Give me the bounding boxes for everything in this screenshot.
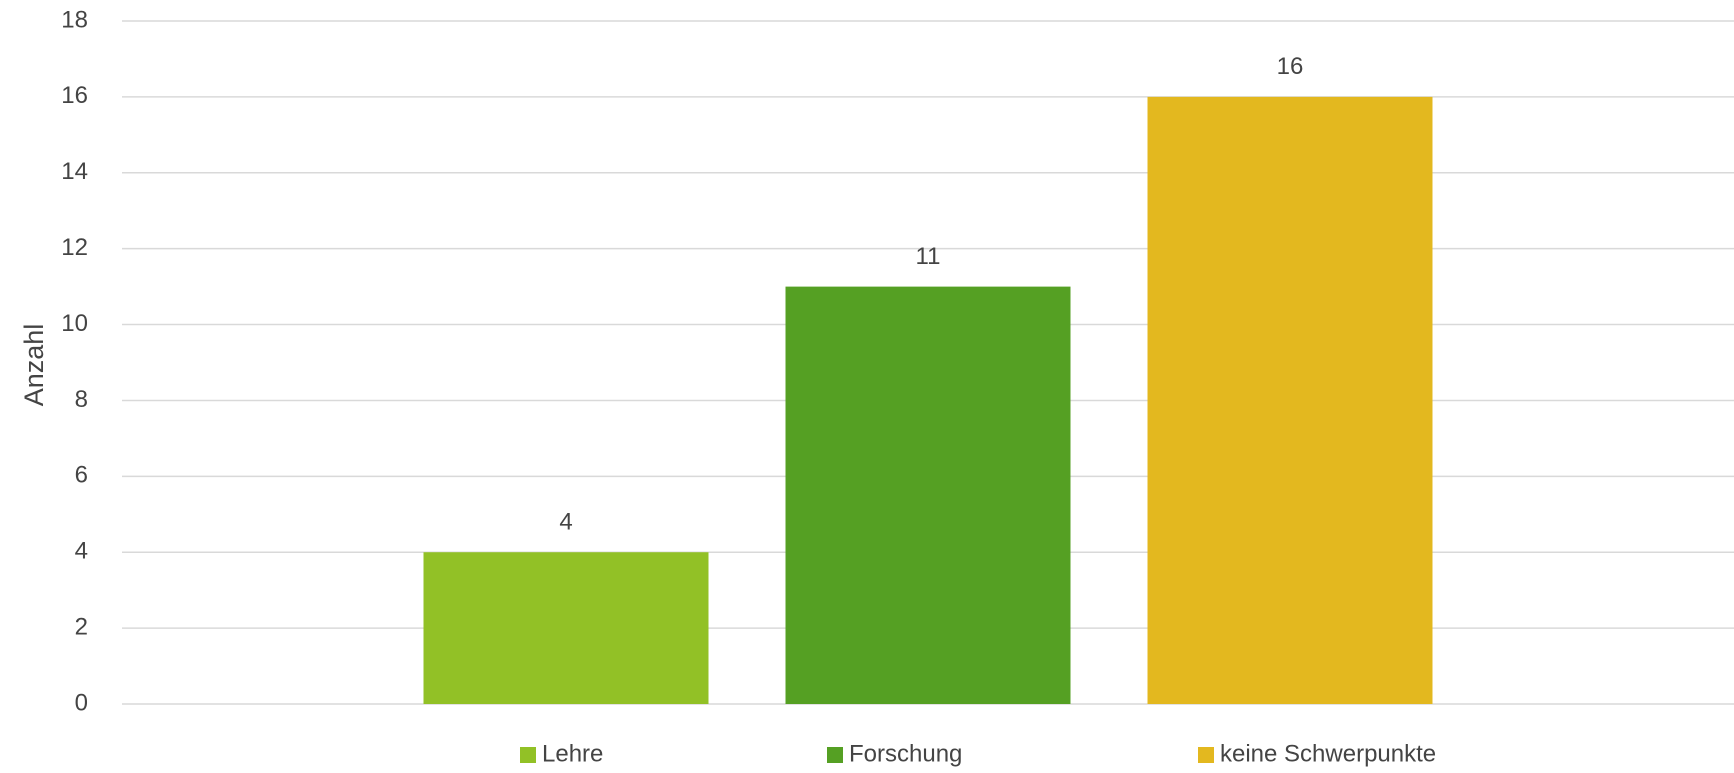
- y-tick-label: 16: [61, 82, 88, 109]
- y-axis-label: Anzahl: [19, 324, 49, 407]
- y-tick-label: 18: [61, 6, 88, 33]
- y-tick-label: 4: [75, 538, 88, 565]
- y-tick-label: 2: [75, 613, 88, 640]
- legend-swatch: [827, 747, 843, 763]
- data-label: 4: [559, 509, 572, 536]
- bar: [785, 286, 1071, 704]
- bar: [1147, 96, 1433, 704]
- data-label: 11: [916, 243, 941, 270]
- legend-label: keine Schwerpunkte: [1220, 740, 1436, 767]
- y-tick-label: 12: [61, 234, 88, 261]
- data-label: 16: [1277, 53, 1304, 80]
- legend-swatch: [520, 747, 536, 763]
- y-tick-label: 10: [61, 310, 88, 337]
- legend-label: Lehre: [542, 740, 603, 767]
- bar: [423, 552, 709, 704]
- y-tick-label: 14: [61, 158, 88, 185]
- y-tick-label: 8: [75, 386, 88, 413]
- legend-swatch: [1198, 747, 1214, 763]
- y-tick-label: 0: [75, 689, 88, 716]
- legend-label: Forschung: [849, 740, 962, 767]
- y-tick-label: 6: [75, 462, 88, 489]
